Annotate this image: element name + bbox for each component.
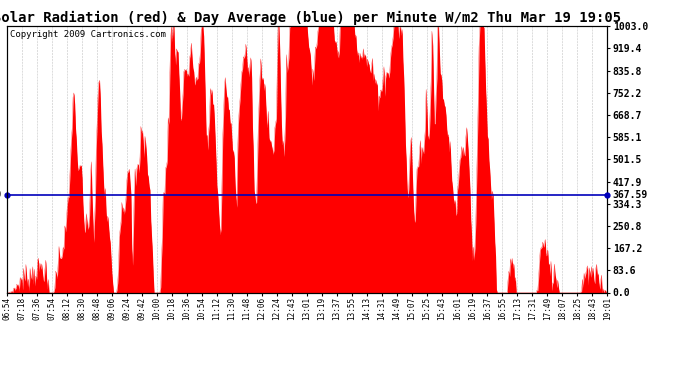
- Title: Solar Radiation (red) & Day Average (blue) per Minute W/m2 Thu Mar 19 19:05: Solar Radiation (red) & Day Average (blu…: [0, 11, 621, 25]
- Text: 367.59: 367.59: [0, 190, 1, 200]
- Text: 367.59: 367.59: [613, 190, 648, 200]
- Text: Copyright 2009 Cartronics.com: Copyright 2009 Cartronics.com: [10, 30, 166, 39]
